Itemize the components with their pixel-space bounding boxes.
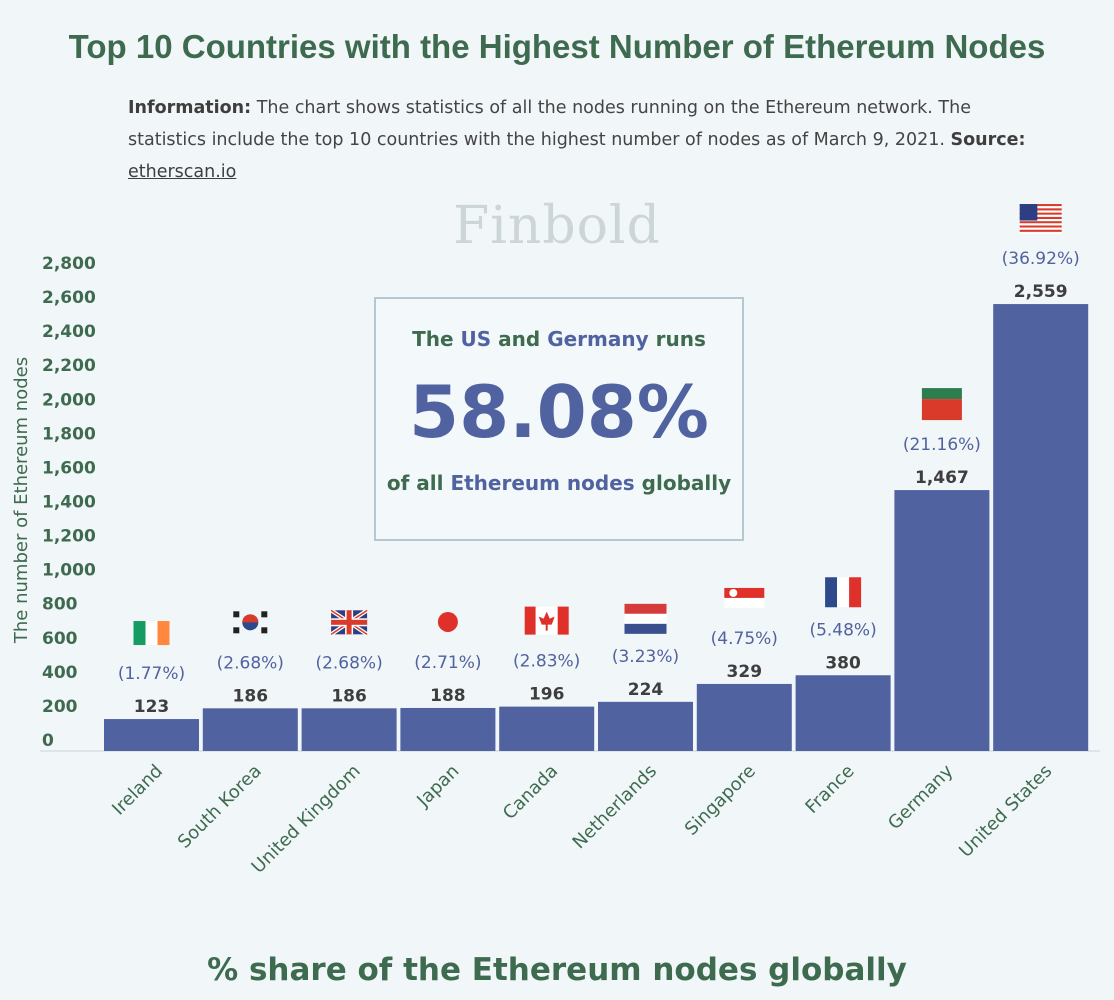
flag-ireland-icon — [133, 621, 170, 646]
bar — [202, 708, 298, 751]
callout-box: The US and Germany runs 58.08% of all Et… — [374, 297, 744, 541]
bar-share-label: (21.16%) — [903, 435, 981, 455]
bar-share-label: (2.68%) — [315, 653, 382, 673]
category-label: United States — [955, 761, 1056, 862]
category-label: Germany — [884, 760, 958, 834]
y-tick-label: 0 — [42, 731, 54, 751]
info-text: Information: The chart shows statistics … — [128, 92, 1028, 188]
bar-value-label: 2,559 — [1014, 282, 1068, 302]
category-label: Canada — [499, 761, 562, 824]
bar-share-label: (4.75%) — [711, 629, 778, 649]
category-label: United Kingdom — [248, 761, 365, 878]
y-tick-label: 1,200 — [42, 527, 96, 547]
source-link[interactable]: etherscan.io — [128, 162, 237, 182]
bar-value-label: 224 — [628, 680, 664, 700]
bar — [499, 706, 595, 751]
source-label: Source: — [950, 130, 1026, 150]
category-label: Singapore — [681, 761, 760, 840]
chart-title: Top 10 Countries with the Highest Number… — [68, 28, 1046, 65]
bar-value-label: 380 — [825, 653, 861, 673]
callout-line1: The US and Germany runs — [412, 327, 706, 351]
flag-japan-icon — [437, 611, 458, 632]
y-tick-label: 2,600 — [42, 288, 96, 308]
y-tick-label: 1,000 — [42, 561, 96, 581]
bar — [104, 719, 199, 751]
y-tick-label: 400 — [42, 663, 78, 683]
bar-share-label: (5.48%) — [809, 620, 876, 640]
y-tick-label: 200 — [42, 697, 78, 717]
bar — [598, 701, 693, 751]
callout-line3: of all Ethereum nodes globally — [386, 471, 732, 495]
bar-share-label: (2.83%) — [513, 652, 580, 672]
category-label: Ireland — [108, 761, 167, 820]
y-tick-label: 800 — [42, 595, 78, 615]
bar — [696, 683, 792, 751]
category-label: South Korea — [174, 761, 266, 853]
flag-united-kingdom-icon — [329, 608, 369, 636]
bar — [301, 708, 397, 751]
bar-share-label: (1.77%) — [118, 664, 185, 684]
flag-united-states-icon — [1019, 204, 1062, 235]
bar-value-label: 186 — [233, 686, 269, 706]
category-label: Japan — [412, 761, 463, 812]
flag-canada-icon — [524, 606, 569, 635]
bar — [400, 707, 496, 751]
flag-south-korea-icon — [232, 610, 269, 635]
flag-germany-icon — [921, 388, 962, 421]
y-tick-label: 1,600 — [42, 458, 96, 478]
info-label: Information: — [128, 98, 252, 118]
category-label: France — [801, 761, 858, 818]
bottom-title: % share of the Ethereum nodes globally — [207, 952, 907, 988]
y-tick-label: 600 — [42, 629, 78, 649]
bar-share-label: (36.92%) — [1002, 249, 1080, 269]
y-axis-label: The number of Ethereum nodes — [11, 357, 32, 644]
bar — [795, 675, 891, 751]
bar-value-label: 188 — [430, 686, 466, 706]
category-label: Netherlands — [569, 761, 661, 853]
bar-value-label: 329 — [727, 662, 763, 682]
bar — [894, 490, 990, 751]
y-tick-label: 1,400 — [42, 493, 96, 513]
callout-percentage: 58.08% — [409, 370, 709, 454]
finbold-watermark: Finbold — [453, 196, 661, 256]
y-tick-label: 2,800 — [42, 254, 96, 274]
y-tick-label: 2,000 — [42, 390, 96, 410]
y-tick-label: 2,200 — [42, 356, 96, 376]
flag-singapore-icon — [724, 587, 765, 608]
bar-value-label: 123 — [134, 697, 170, 717]
bar-value-label: 1,467 — [915, 468, 969, 488]
info-body: The chart shows statistics of all the no… — [128, 98, 971, 150]
bar-share-label: (3.23%) — [612, 647, 679, 667]
flag-netherlands-icon — [624, 603, 667, 634]
bar-value-label: 196 — [529, 685, 565, 705]
bar-share-label: (2.68%) — [217, 653, 284, 673]
bar-value-label: 186 — [331, 686, 367, 706]
y-tick-label: 1,800 — [42, 424, 96, 444]
y-tick-label: 2,400 — [42, 322, 96, 342]
flag-france-icon — [825, 577, 862, 608]
bar-share-label: (2.71%) — [414, 653, 481, 673]
bar — [993, 304, 1089, 751]
